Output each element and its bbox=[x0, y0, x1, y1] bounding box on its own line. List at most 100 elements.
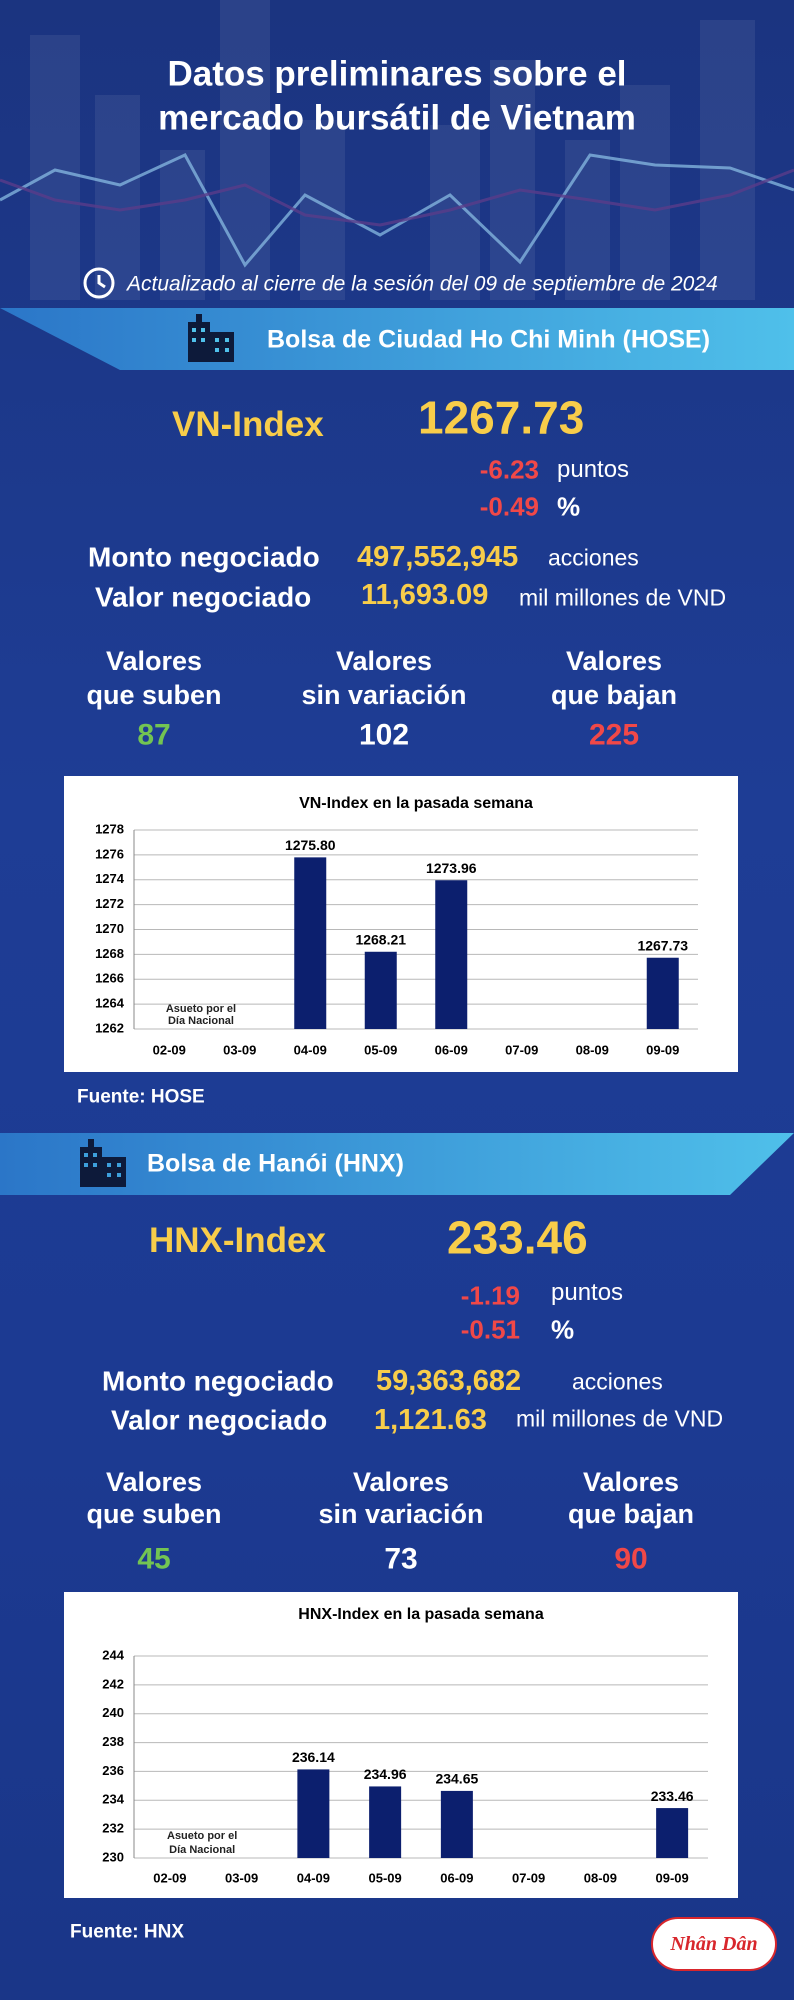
annotation: Día Nacional bbox=[168, 1015, 234, 1027]
value-unit: mil millones de VND bbox=[516, 1405, 724, 1432]
chart: HNX-Index en la pasada semana 230 232 234 23… bbox=[102, 1606, 708, 1885]
value: 11,693.09 bbox=[361, 579, 489, 612]
points-label: puntos bbox=[557, 455, 630, 483]
chart-title: VN-Index en la pasada semana bbox=[299, 795, 533, 812]
change-pct: -0.49 bbox=[479, 491, 539, 522]
x-tick-label: 02-09 bbox=[153, 1870, 186, 1885]
y-tick-label: 240 bbox=[102, 1705, 124, 1720]
y-tick-label: 1276 bbox=[95, 846, 124, 861]
data-label: 233.46 bbox=[651, 1788, 694, 1804]
y-tick-label: 232 bbox=[102, 1821, 124, 1836]
updated: Actualizado al cierre de la sesión del 0… bbox=[127, 272, 718, 296]
value-unit: mil millones de VND bbox=[519, 584, 727, 611]
y-tick-label: 1278 bbox=[95, 821, 124, 836]
bar bbox=[435, 880, 468, 1029]
x-tick-label: 03-09 bbox=[225, 1870, 258, 1885]
title: Datos preliminares sobre el mercado burs… bbox=[158, 54, 636, 137]
x-tick-label: 07-09 bbox=[512, 1870, 545, 1885]
volume-unit: acciones bbox=[548, 544, 639, 571]
x-tick-label: 09-09 bbox=[656, 1870, 689, 1885]
y-tick-label: 236 bbox=[102, 1763, 124, 1778]
index-name: HNX-Index bbox=[149, 1220, 326, 1260]
x-tick-label: 04-09 bbox=[297, 1870, 330, 1885]
bar bbox=[369, 1786, 402, 1858]
y-tick-label: 1274 bbox=[95, 871, 125, 886]
x-tick-label: 06-09 bbox=[440, 1870, 473, 1885]
stat-value: 45 bbox=[137, 1542, 171, 1576]
chart-title: HNX-Index en la pasada semana bbox=[298, 1606, 544, 1623]
data-label: 236.14 bbox=[292, 1749, 335, 1765]
stat-value: 90 bbox=[614, 1542, 648, 1576]
data-label: 234.96 bbox=[364, 1766, 407, 1782]
source: Fuente: HOSE bbox=[77, 1086, 205, 1108]
volume: 497,552,945 bbox=[357, 541, 519, 574]
bar bbox=[364, 951, 397, 1029]
exchange-name: Bolsa de Hanói (HNX) bbox=[147, 1149, 404, 1178]
volume-label: Monto negociado bbox=[102, 1365, 334, 1397]
bar bbox=[294, 857, 327, 1029]
value-label: Valor negociado bbox=[111, 1404, 328, 1436]
header-decoration bbox=[0, 0, 794, 300]
change-points: -1.19 bbox=[460, 1280, 520, 1311]
y-tick-label: 242 bbox=[102, 1676, 124, 1691]
x-tick-label: 05-09 bbox=[369, 1870, 402, 1885]
x-tick-label: 08-09 bbox=[576, 1042, 609, 1057]
volume: 59,363,682 bbox=[376, 1365, 522, 1398]
data-label: 1267.73 bbox=[637, 937, 688, 953]
y-tick-label: 1268 bbox=[95, 946, 124, 961]
chart-box: VN-Index en la pasada semana 1262 1264 1266… bbox=[64, 776, 738, 1072]
x-tick-label: 05-09 bbox=[364, 1042, 397, 1057]
y-tick-label: 244 bbox=[102, 1647, 124, 1662]
data-label: 1268.21 bbox=[355, 931, 406, 947]
bar bbox=[440, 1790, 473, 1858]
pct-label: % bbox=[551, 1314, 575, 1345]
index-name: VN-Index bbox=[172, 404, 324, 444]
y-tick-label: 238 bbox=[102, 1734, 124, 1749]
bar bbox=[297, 1769, 330, 1858]
banner bbox=[0, 308, 794, 370]
index-value: 233.46 bbox=[447, 1211, 588, 1264]
stat-label: Valores bbox=[105, 646, 203, 677]
y-tick-label: 230 bbox=[102, 1849, 124, 1864]
stat-label: Valores bbox=[105, 1467, 203, 1498]
stat-value: 225 bbox=[588, 718, 640, 752]
data-label: 1273.96 bbox=[426, 860, 477, 876]
change-pct: -0.51 bbox=[460, 1314, 520, 1345]
x-tick-label: 07-09 bbox=[505, 1042, 538, 1057]
annotation: Asueto por el bbox=[166, 1003, 236, 1015]
data-label: 1275.80 bbox=[285, 837, 336, 853]
volume-label: Monto negociado bbox=[88, 541, 320, 573]
stat-label: sin variación bbox=[301, 680, 467, 711]
source: Fuente: HNX bbox=[70, 1921, 184, 1943]
stat-value: 73 bbox=[384, 1542, 418, 1576]
stat-label: Valores bbox=[565, 646, 663, 677]
stat-label: que bajan bbox=[550, 680, 678, 711]
x-tick-label: 09-09 bbox=[646, 1042, 679, 1057]
y-tick-label: 1262 bbox=[95, 1020, 124, 1035]
stat-value: 87 bbox=[137, 718, 171, 752]
y-tick-label: 234 bbox=[102, 1792, 124, 1807]
stat-label: que suben bbox=[86, 680, 222, 711]
change-points: -6.23 bbox=[479, 454, 539, 485]
annotation: Día Nacional bbox=[169, 1844, 235, 1856]
stat-label: Valores bbox=[582, 1467, 680, 1498]
stat-value: 102 bbox=[358, 718, 410, 752]
pct-label: % bbox=[557, 491, 581, 522]
stat-label: que suben bbox=[86, 1499, 222, 1530]
x-tick-label: 08-09 bbox=[584, 1870, 617, 1885]
stat-label: sin variación bbox=[318, 1499, 484, 1530]
y-tick-label: 1270 bbox=[95, 921, 124, 936]
index-value: 1267.73 bbox=[418, 391, 585, 444]
annotation: Asueto por el bbox=[167, 1830, 237, 1842]
value: 1,121.63 bbox=[374, 1404, 487, 1437]
stat-label: que bajan bbox=[567, 1499, 695, 1530]
y-tick-label: 1272 bbox=[95, 896, 124, 911]
x-tick-label: 03-09 bbox=[223, 1042, 256, 1057]
logo: Nhân Dân bbox=[651, 1917, 777, 1971]
clock-icon bbox=[83, 267, 115, 299]
chart: VN-Index en la pasada semana 1262 1264 1266… bbox=[95, 795, 698, 1057]
value-label: Valor negociado bbox=[95, 581, 312, 613]
stat-label: Valores bbox=[335, 646, 433, 677]
x-tick-label: 04-09 bbox=[294, 1042, 327, 1057]
